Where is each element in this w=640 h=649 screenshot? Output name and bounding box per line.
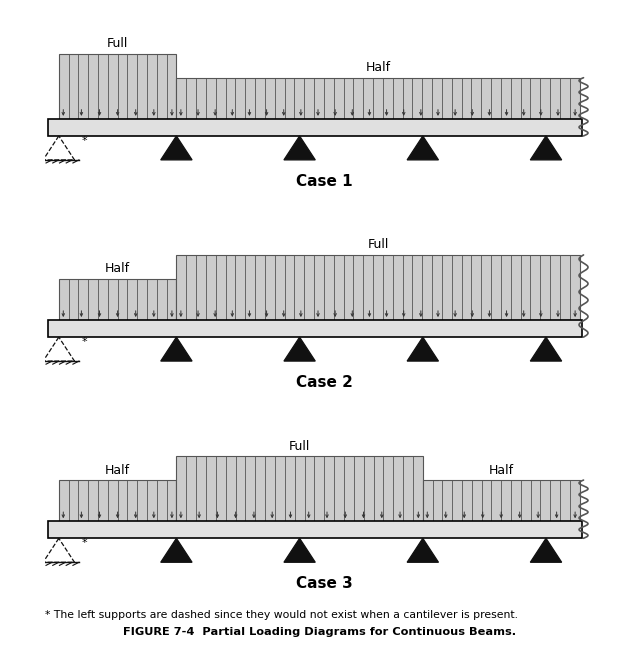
Text: Half: Half [105,262,130,275]
Polygon shape [284,538,316,562]
Bar [59,480,177,521]
Bar [177,78,580,119]
Bar [47,521,582,538]
Polygon shape [43,337,74,361]
Text: Case 3: Case 3 [296,576,353,591]
Bar [59,54,177,119]
Text: Half: Half [488,463,514,476]
Text: Half: Half [105,463,130,476]
Polygon shape [43,136,74,160]
Bar [177,456,423,521]
Polygon shape [407,337,438,361]
Text: *: * [81,136,87,146]
Text: *: * [81,337,87,347]
Polygon shape [531,337,562,361]
Text: * The left supports are dashed since they would not exist when a cantilever is p: * The left supports are dashed since the… [45,610,518,620]
Text: Half: Half [365,61,390,74]
Text: *: * [81,539,87,548]
Text: Case 2: Case 2 [296,374,353,390]
Bar [423,480,580,521]
Polygon shape [284,136,316,160]
Polygon shape [531,136,562,160]
Bar [47,320,582,337]
Polygon shape [407,538,438,562]
Polygon shape [284,337,316,361]
Text: FIGURE 7-4  Partial Loading Diagrams for Continuous Beams.: FIGURE 7-4 Partial Loading Diagrams for … [124,628,516,637]
Polygon shape [43,538,74,562]
Text: Full: Full [107,37,128,51]
Bar [177,255,580,320]
Polygon shape [161,136,192,160]
Polygon shape [531,538,562,562]
Polygon shape [407,136,438,160]
Polygon shape [161,337,192,361]
Polygon shape [161,538,192,562]
Bar [47,119,582,136]
Text: Full: Full [367,238,388,251]
Bar [59,279,177,320]
Text: Full: Full [289,439,310,453]
Text: Case 1: Case 1 [296,173,353,189]
